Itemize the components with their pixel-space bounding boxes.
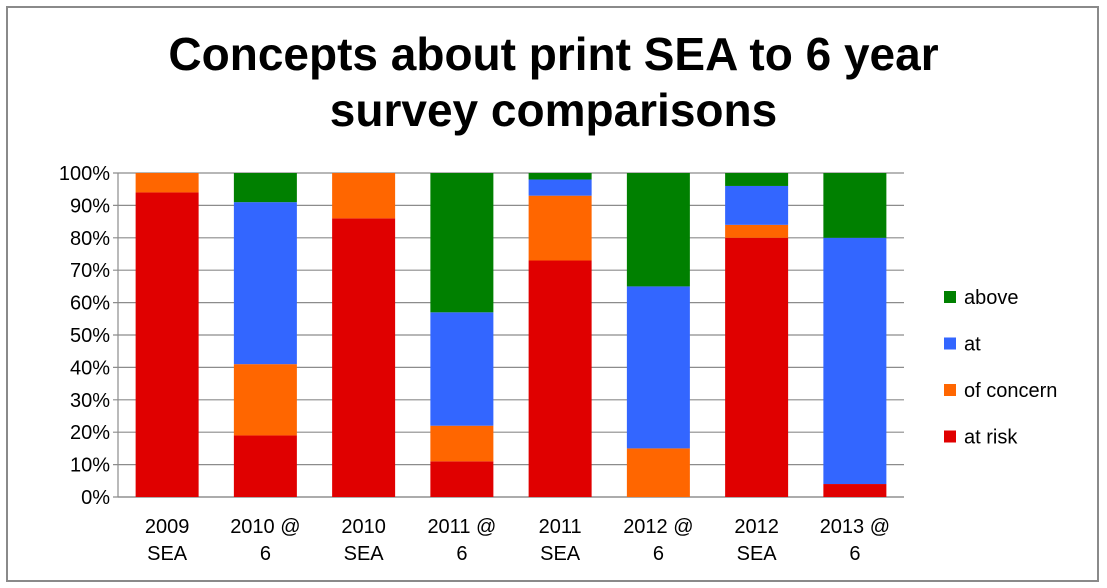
x-tick-label: 2010: [341, 516, 386, 538]
bar-segment-above: [626, 173, 690, 287]
x-tick-label: 2011: [539, 516, 582, 538]
y-tick-label: 80%: [70, 228, 110, 250]
bar-segment-at-risk: [430, 461, 494, 497]
bar-segment-at-risk: [135, 192, 199, 497]
x-tick-label: 6: [456, 543, 467, 565]
x-tick-label: 2009: [145, 516, 190, 538]
bar-segment-of-concern: [626, 448, 690, 497]
x-tick-label: 2012: [734, 516, 779, 538]
y-tick-label: 0%: [81, 487, 110, 509]
bar-segment-at: [233, 202, 297, 365]
bar-segment-at-risk: [823, 484, 887, 497]
bar-segment-at: [430, 312, 494, 426]
y-tick-label: 70%: [70, 260, 110, 282]
bar-segment-above: [823, 173, 887, 238]
x-tick-label: 6: [653, 543, 664, 565]
bar-segment-above: [528, 173, 592, 180]
x-tick-label: 2011 @: [427, 516, 496, 538]
bar-segment-at-risk: [332, 218, 396, 498]
y-tick-label: 20%: [70, 422, 110, 444]
y-tick-label: 40%: [70, 357, 110, 379]
bar-segment-of-concern: [528, 195, 592, 261]
bar-segment-at-risk: [233, 435, 297, 497]
bar-segment-above: [725, 173, 789, 186]
bar-segment-above: [430, 173, 494, 313]
legend-swatch-above: [944, 291, 956, 303]
bar-segment-above: [233, 173, 297, 203]
bar-segment-at: [626, 286, 690, 449]
x-tick-label: SEA: [147, 543, 188, 565]
bar-segment-of-concern: [233, 364, 297, 436]
legend-swatch-of-concern: [944, 384, 956, 396]
legend-label-of-concern: of concern: [964, 380, 1057, 402]
x-tick-label: 2010 @: [230, 516, 300, 538]
x-tick-label: 2013 @: [820, 516, 890, 538]
chart-title: Concepts about print SEA to 6 year surve…: [0, 26, 1107, 138]
legend-swatch-at: [944, 337, 956, 350]
bar-segment-of-concern: [430, 425, 494, 462]
bar-segment-at-risk: [725, 237, 789, 498]
x-tick-label: 6: [849, 543, 860, 565]
legend-label-above: above: [964, 287, 1019, 309]
legend-swatch-at-risk: [944, 430, 956, 443]
x-tick-label: SEA: [540, 543, 581, 565]
x-tick-label: SEA: [344, 543, 385, 565]
x-tick-label: 6: [260, 543, 271, 565]
y-tick-label: 60%: [70, 293, 110, 315]
y-tick-label: 100%: [59, 163, 110, 185]
y-tick-label: 90%: [70, 195, 110, 217]
y-tick-label: 10%: [70, 455, 110, 477]
chart-title-line-1: Concepts about print SEA to 6 year: [168, 28, 939, 80]
y-tick-label: 50%: [70, 325, 110, 347]
x-tick-label: 2012 @: [623, 516, 693, 538]
bar-segment-at: [725, 185, 789, 225]
bar-segment-at: [528, 179, 592, 196]
bar-segment-at-risk: [528, 260, 592, 497]
y-tick-label: 30%: [70, 390, 110, 412]
bar-segment-of-concern: [725, 224, 789, 238]
bar-segment-of-concern: [135, 173, 199, 193]
legend-label-at-risk: at risk: [964, 427, 1018, 449]
chart-title-line-2: survey comparisons: [329, 84, 778, 136]
legend-label-at: at: [964, 334, 981, 356]
bar-segment-of-concern: [332, 173, 396, 219]
bar-segment-at: [823, 237, 887, 485]
x-tick-label: SEA: [737, 543, 778, 565]
